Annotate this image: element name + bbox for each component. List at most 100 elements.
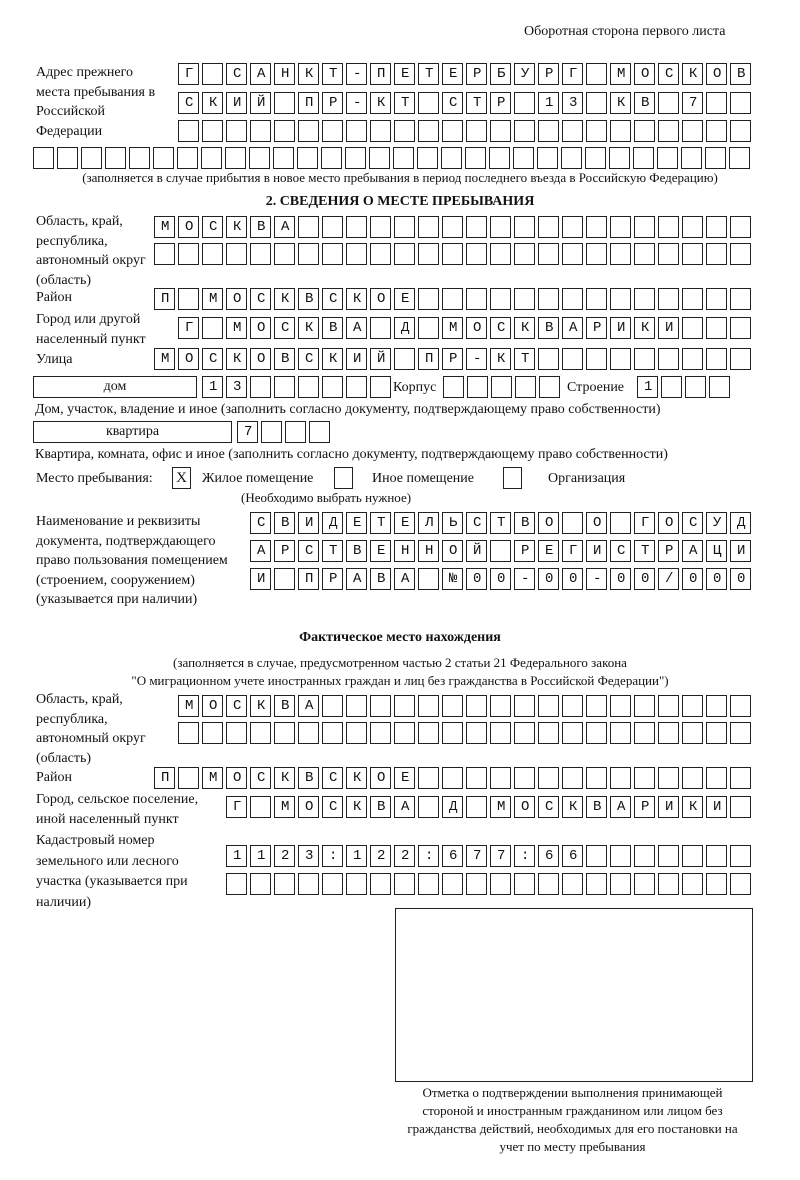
char-cell[interactable] [658,92,679,114]
char-cell[interactable] [514,540,535,562]
char-cell[interactable] [394,216,415,238]
char-cell[interactable] [730,796,751,818]
char-cell[interactable] [562,288,583,310]
char-cell[interactable] [370,512,391,534]
char-cell[interactable] [57,147,78,169]
char-cell[interactable] [514,767,535,789]
char-cell[interactable] [562,243,583,265]
char-cell[interactable] [250,796,271,818]
char-cell[interactable] [634,767,655,789]
char-cell[interactable] [370,243,391,265]
char-cell[interactable] [345,147,366,169]
char-cell[interactable] [610,845,631,867]
char-cell[interactable] [610,695,631,717]
char-cell[interactable] [418,288,439,310]
char-cell[interactable] [297,147,318,169]
char-cell[interactable] [634,348,655,370]
char-cell[interactable] [154,243,175,265]
char-cell[interactable] [706,722,727,744]
checkbox-other-premises[interactable] [334,467,353,489]
char-cell[interactable] [586,845,607,867]
char-cell[interactable] [730,695,751,717]
char-cell[interactable] [370,63,391,85]
char-cell[interactable] [370,92,391,114]
char-cell[interactable] [443,376,464,398]
char-cell[interactable] [201,147,222,169]
char-cell[interactable] [709,376,730,398]
char-cell[interactable] [178,695,199,717]
char-cell[interactable] [610,243,631,265]
char-cell[interactable] [346,695,367,717]
char-cell[interactable] [682,796,703,818]
char-cell[interactable] [322,216,343,238]
char-cell[interactable] [370,540,391,562]
char-cell[interactable] [658,243,679,265]
char-cell[interactable] [706,568,727,590]
char-cell[interactable] [634,288,655,310]
char-cell[interactable] [466,317,487,339]
char-cell[interactable] [250,873,271,895]
char-cell[interactable] [298,243,319,265]
char-cell[interactable] [562,216,583,238]
char-cell[interactable] [682,767,703,789]
char-cell[interactable] [226,767,247,789]
char-cell[interactable] [370,722,391,744]
char-cell[interactable] [418,63,439,85]
char-cell[interactable] [178,216,199,238]
char-cell[interactable] [658,695,679,717]
char-cell[interactable] [250,348,271,370]
char-cell[interactable] [394,243,415,265]
char-cell[interactable] [538,796,559,818]
char-cell[interactable] [129,147,150,169]
char-cell[interactable] [298,120,319,142]
char-cell[interactable] [729,147,750,169]
char-cell[interactable] [586,540,607,562]
char-cell[interactable] [298,348,319,370]
char-cell[interactable] [394,120,415,142]
char-cell[interactable] [514,512,535,534]
char-cell[interactable] [393,147,414,169]
char-cell[interactable] [322,873,343,895]
char-cell[interactable] [370,288,391,310]
char-cell[interactable] [298,512,319,534]
char-cell[interactable] [490,796,511,818]
char-cell[interactable] [466,695,487,717]
char-cell[interactable] [298,63,319,85]
char-cell[interactable] [202,216,223,238]
char-cell[interactable] [706,845,727,867]
char-cell[interactable] [730,540,751,562]
char-cell[interactable] [274,120,295,142]
char-cell[interactable] [706,695,727,717]
char-cell[interactable] [538,845,559,867]
char-cell[interactable] [250,92,271,114]
char-cell[interactable] [538,540,559,562]
char-cell[interactable] [682,540,703,562]
char-cell[interactable] [586,512,607,534]
char-cell[interactable] [682,120,703,142]
apartment-type-field[interactable]: квартира [33,421,232,443]
char-cell[interactable] [346,63,367,85]
char-cell[interactable] [226,243,247,265]
char-cell[interactable] [490,767,511,789]
char-cell[interactable] [441,147,462,169]
char-cell[interactable] [490,216,511,238]
char-cell[interactable] [178,243,199,265]
char-cell[interactable] [285,421,306,443]
char-cell[interactable] [610,63,631,85]
char-cell[interactable] [226,376,247,398]
char-cell[interactable] [273,147,294,169]
char-cell[interactable] [490,92,511,114]
char-cell[interactable] [370,845,391,867]
char-cell[interactable] [658,120,679,142]
char-cell[interactable] [178,722,199,744]
char-cell[interactable] [610,512,631,534]
char-cell[interactable] [321,147,342,169]
char-cell[interactable] [298,695,319,717]
char-cell[interactable] [490,63,511,85]
char-cell[interactable] [634,92,655,114]
char-cell[interactable] [274,767,295,789]
char-cell[interactable] [442,512,463,534]
char-cell[interactable] [466,512,487,534]
char-cell[interactable] [562,540,583,562]
char-cell[interactable] [418,873,439,895]
